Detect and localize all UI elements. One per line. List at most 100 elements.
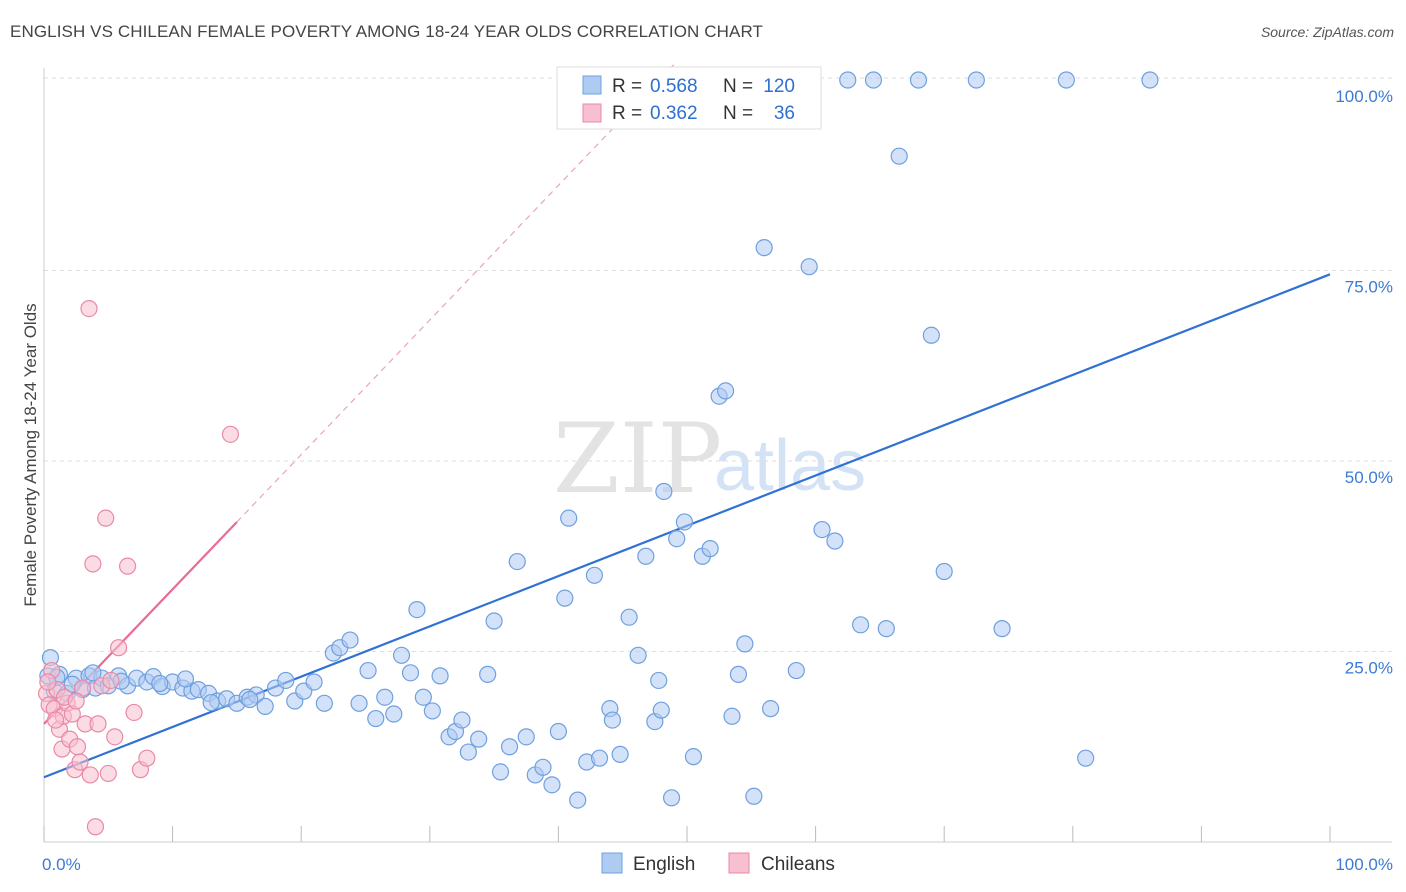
- point-english-105: [1057, 71, 1075, 89]
- point-english-98: [877, 620, 895, 638]
- point-english-108: [603, 711, 622, 729]
- watermark: ZIP atlas: [553, 403, 866, 515]
- point-english-46: [431, 667, 449, 685]
- legend-row-chileans: R = 0.362 N = 36: [582, 103, 795, 124]
- point-english-118: [202, 693, 220, 712]
- point-chileans-26: [118, 557, 137, 575]
- point-english-59: [534, 758, 552, 776]
- bottom-legend: English Chileans: [601, 852, 835, 875]
- point-english-101: [909, 71, 928, 89]
- point-chileans-16: [80, 300, 98, 318]
- point-english-71: [629, 646, 647, 664]
- bottom-legend-label-english: English: [633, 854, 695, 875]
- point-english-93: [813, 520, 831, 539]
- point-english-94: [826, 532, 844, 550]
- point-english-96: [852, 616, 870, 634]
- point-english-28: [277, 671, 295, 690]
- point-english-116: [151, 674, 169, 693]
- point-english-52: [479, 665, 497, 683]
- bottom-legend-label-chileans: Chileans: [761, 854, 835, 875]
- point-english-75: [655, 482, 673, 501]
- watermark-zip: ZIP: [553, 403, 722, 515]
- point-chileans-33: [67, 692, 85, 710]
- legend-swatch-chileans: [582, 103, 602, 123]
- bottom-legend-english[interactable]: English: [601, 852, 695, 875]
- point-english-61: [549, 722, 568, 741]
- legend-box: R = 0.568 N = 120 R = 0.362 N = 36: [556, 66, 822, 130]
- point-english-109: [652, 701, 670, 719]
- point-english-110: [716, 382, 735, 400]
- point-chileans-18: [86, 818, 105, 836]
- point-english-53: [485, 612, 503, 630]
- point-english-39: [376, 688, 394, 706]
- y-tick-label-100: 100.0%: [1335, 87, 1393, 106]
- point-english-88: [755, 239, 773, 257]
- legend-n-label-chileans: N =: [723, 103, 753, 124]
- x-tick-label-0: 0.0%: [42, 855, 81, 874]
- point-chileans-30: [221, 425, 240, 443]
- point-english-95: [839, 71, 857, 89]
- series-chileans: [37, 300, 240, 836]
- point-english-38: [367, 709, 385, 728]
- axes: [43, 68, 1392, 843]
- point-chileans-31: [39, 673, 57, 691]
- tick-labels: 25.0% 50.0% 75.0% 100.0% 0.0% 100.0%: [42, 87, 1393, 874]
- point-chileans-12: [68, 738, 87, 756]
- point-english-55: [500, 738, 519, 756]
- point-chileans-34: [81, 766, 99, 784]
- point-english-72: [637, 547, 655, 565]
- point-english-43: [408, 600, 426, 619]
- point-chileans-22: [99, 764, 117, 783]
- legend-swatch-english: [582, 75, 602, 95]
- legend-n-label-english: N =: [723, 76, 753, 97]
- point-english-60: [543, 776, 561, 794]
- point-english-79: [684, 748, 703, 766]
- point-english-87: [745, 787, 763, 805]
- point-english-45: [423, 702, 441, 720]
- point-chileans-29: [138, 749, 156, 767]
- point-chileans-25: [109, 639, 128, 657]
- point-chileans-27: [125, 703, 143, 722]
- point-english-32: [315, 694, 333, 712]
- y-tick-label-50: 50.0%: [1345, 468, 1393, 487]
- point-chileans-35: [46, 711, 65, 729]
- point-english-117: [176, 670, 195, 688]
- point-english-103: [967, 71, 985, 89]
- point-english-114: [84, 664, 102, 682]
- y-tick-label-25: 25.0%: [1345, 659, 1393, 678]
- gridlines: [44, 77, 1392, 652]
- point-english-44: [414, 688, 432, 706]
- point-english-78: [675, 513, 694, 531]
- point-english-89: [761, 700, 780, 718]
- point-english-85: [729, 665, 748, 683]
- point-chileans-17: [84, 555, 102, 573]
- point-english-36: [350, 694, 368, 712]
- point-chileans-24: [106, 728, 124, 746]
- point-english-54: [491, 763, 510, 781]
- point-english-104: [993, 620, 1011, 638]
- point-english-64: [569, 791, 587, 809]
- point-english-69: [611, 745, 629, 763]
- chart-source: Source: ZipAtlas.com: [1260, 24, 1394, 40]
- point-english-91: [787, 661, 805, 680]
- point-english-84: [723, 707, 741, 725]
- bottom-legend-chileans[interactable]: Chileans: [728, 852, 835, 875]
- x-tick-label-100: 100.0%: [1335, 855, 1393, 874]
- point-english-35: [341, 631, 359, 649]
- y-tick-label-75: 75.0%: [1345, 278, 1393, 297]
- point-chileans-13: [71, 753, 89, 771]
- bottom-legend-swatch-english: [601, 852, 623, 874]
- point-english-86: [736, 635, 754, 653]
- point-english-51: [470, 730, 488, 748]
- point-english-62: [556, 589, 574, 607]
- point-english-41: [392, 646, 411, 664]
- watermark-atlas: atlas: [714, 426, 866, 506]
- point-english-42: [401, 664, 420, 682]
- legend-n-value-chileans: 36: [774, 103, 795, 124]
- legend-r-label-english: R =: [612, 76, 642, 97]
- point-chileans-19: [89, 715, 107, 733]
- point-english-102: [935, 562, 953, 581]
- legend-r-label-chileans: R =: [612, 103, 642, 124]
- point-english-50: [459, 743, 477, 761]
